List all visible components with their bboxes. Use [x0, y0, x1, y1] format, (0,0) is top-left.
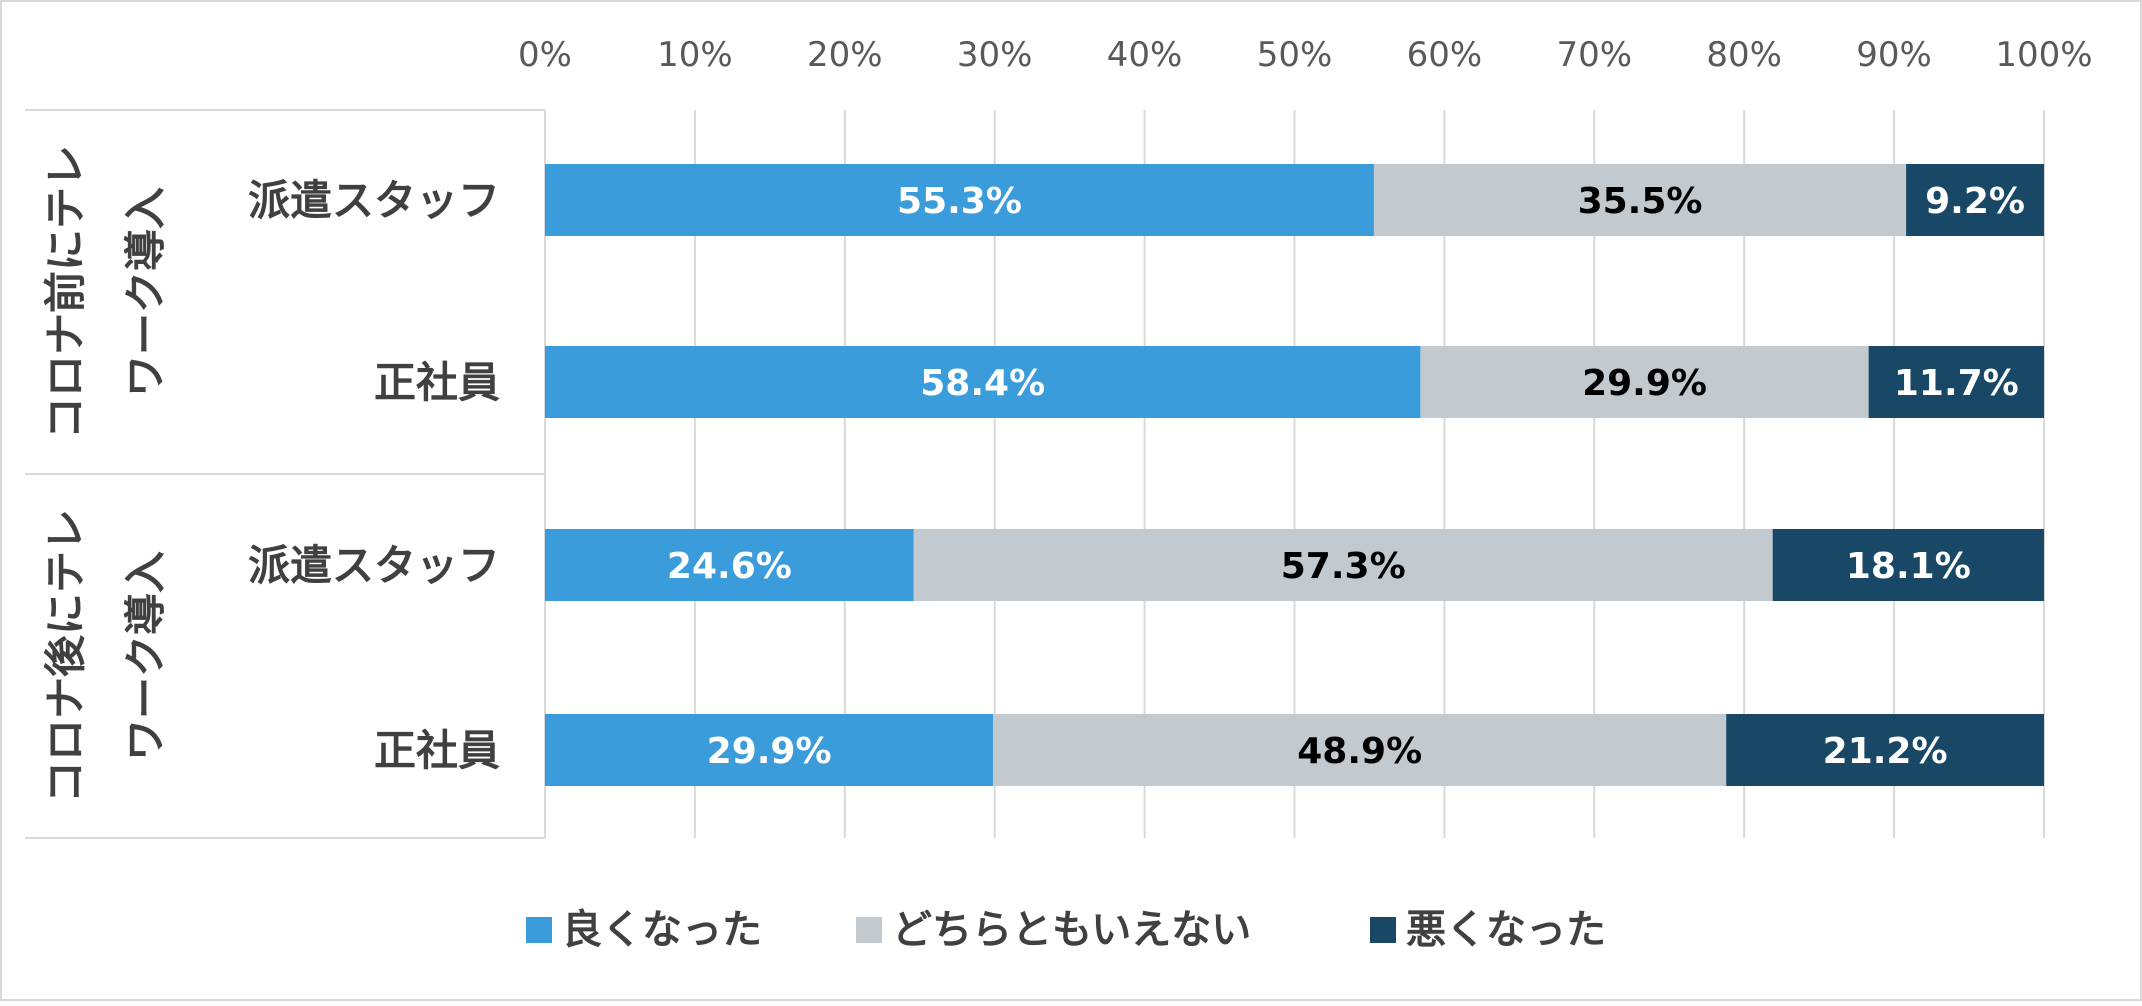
legend-label: 良くなった: [562, 907, 762, 953]
category-label: 正社員: [374, 358, 500, 407]
data-label: 29.9%: [1582, 363, 1707, 404]
x-tick-label: 90%: [1856, 35, 1932, 75]
bar-segment: [913, 529, 1773, 601]
category-label: 派遣スタッフ: [248, 176, 500, 225]
group-label: コロナ後にテレ ワーク導入: [41, 509, 170, 803]
bar-segment: [545, 164, 1374, 236]
data-label: 55.3%: [897, 181, 1022, 222]
bar-segment: [1906, 164, 2044, 236]
bar-segment: [545, 346, 1421, 418]
group-label-line: コロナ前にテレ: [41, 145, 90, 439]
legend-swatch: [526, 917, 552, 943]
bar-segment: [545, 714, 994, 786]
bar-segment: [1726, 714, 2044, 786]
data-label: 48.9%: [1297, 731, 1422, 772]
x-tick-label: 70%: [1557, 35, 1633, 75]
category-label: 正社員: [374, 726, 500, 775]
bar-segment: [1772, 529, 2044, 601]
x-tick-label: 30%: [957, 35, 1033, 75]
legend-label: どちらともいえない: [892, 907, 1251, 953]
group-label: コロナ前にテレ ワーク導入: [41, 145, 170, 439]
bars: 55.3% 35.5% 9.2% 58.4% 29.9% 11.7% 24.6% 57.3% 1…: [545, 164, 2044, 786]
group-label-line: コロナ後にテレ: [41, 509, 90, 803]
x-axis-ticks: 0% 10% 20% 30% 40% 50% 60% 70% 80% 90% 100%: [518, 35, 2093, 75]
x-tick-label: 50%: [1257, 35, 1333, 75]
data-label: 24.6%: [667, 546, 792, 587]
data-label: 11.7%: [1894, 363, 2019, 404]
legend-label: 悪くなった: [1406, 907, 1606, 953]
category-label: 派遣スタッフ: [248, 541, 500, 590]
bar-segment: [1868, 346, 2044, 418]
data-label: 21.2%: [1823, 731, 1948, 772]
x-tick-label: 0%: [518, 35, 572, 75]
data-label: 29.9%: [707, 731, 832, 772]
data-label: 58.4%: [920, 363, 1045, 404]
bar-segment: [993, 714, 1727, 786]
x-tick-label: 60%: [1407, 35, 1483, 75]
x-tick-label: 10%: [657, 35, 733, 75]
legend: 良くなった どちらともいえない 悪くなった: [526, 907, 1606, 953]
x-tick-label: 40%: [1107, 35, 1183, 75]
data-label: 57.3%: [1281, 546, 1406, 587]
bar-segment: [1373, 164, 1907, 236]
legend-swatch: [856, 917, 882, 943]
data-label: 35.5%: [1578, 181, 1703, 222]
bar-segment: [1420, 346, 1869, 418]
legend-swatch: [1370, 917, 1396, 943]
x-tick-label: 20%: [807, 35, 883, 75]
x-tick-label: 100%: [1995, 35, 2092, 75]
group-label-line: ワーク導入: [121, 551, 170, 761]
data-label: 9.2%: [1925, 181, 2025, 222]
bar-segment: [545, 529, 914, 601]
data-label: 18.1%: [1846, 546, 1971, 587]
x-tick-label: 80%: [1706, 35, 1782, 75]
group-label-line: ワーク導入: [121, 187, 170, 397]
